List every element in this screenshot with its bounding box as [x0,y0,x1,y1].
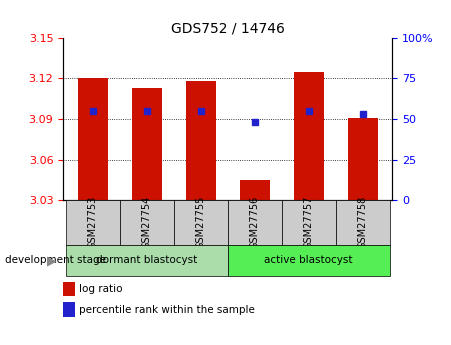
Bar [132,88,161,200]
Text: GSM27758: GSM27758 [358,196,368,249]
Bar [66,200,120,245]
Text: GSM27755: GSM27755 [196,196,206,249]
Bar [63,282,75,296]
Bar [63,302,75,317]
Text: GSM27756: GSM27756 [250,196,260,249]
Text: GSM27753: GSM27753 [88,196,98,249]
Bar [78,78,108,200]
Text: GSM27757: GSM27757 [304,196,314,249]
Bar [240,180,270,200]
Text: ▶: ▶ [47,254,57,267]
Bar [294,72,323,200]
Bar [186,81,216,200]
Bar [174,200,228,245]
Bar [66,245,228,276]
Text: active blastocyst: active blastocyst [264,256,353,265]
Text: GSM27754: GSM27754 [142,196,152,249]
Bar [282,200,336,245]
Text: percentile rank within the sample: percentile rank within the sample [79,305,255,315]
Bar [228,200,282,245]
Bar [228,245,390,276]
Title: GDS752 / 14746: GDS752 / 14746 [171,21,285,36]
Text: development stage: development stage [5,256,106,265]
Bar [120,200,174,245]
Bar [336,200,390,245]
Bar [348,118,377,200]
Text: dormant blastocyst: dormant blastocyst [96,256,198,265]
Text: log ratio: log ratio [79,284,123,294]
